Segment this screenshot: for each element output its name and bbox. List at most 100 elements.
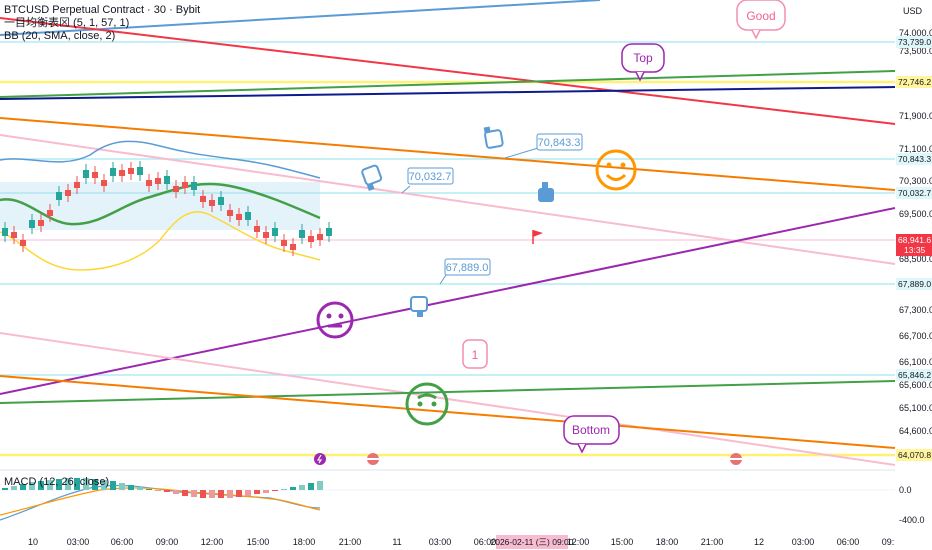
candle-body (308, 236, 314, 242)
thumbs-down-icon[interactable] (483, 125, 504, 149)
candle-body (74, 182, 80, 188)
candle-body (254, 226, 260, 232)
bollinger-bands (0, 140, 321, 271)
navy-trendline (0, 86, 896, 100)
candle-body (164, 176, 170, 184)
time-tick: 06:00 (474, 537, 497, 547)
price-label: 65,846.2 (898, 370, 931, 380)
candle-body (218, 197, 224, 205)
price-tick: 74,000.0 (899, 28, 932, 38)
orange-trendline-bottom (0, 375, 896, 449)
macd-bar (29, 482, 35, 490)
chart-legend: BTCUSD Perpetual Contract · 30 · Bybit 一… (4, 4, 200, 43)
symbol-title[interactable]: BTCUSD Perpetual Contract · 30 · Bybit (4, 4, 201, 16)
indicator-bb[interactable]: BB (20, SMA, close, 2) (4, 30, 116, 42)
thumbs-up-icon[interactable] (538, 182, 554, 202)
candle-body (236, 214, 242, 220)
smiley-happy-icon[interactable] (595, 149, 637, 191)
time-axis[interactable]: 10 03:00 06:00 09:00 12:00 15:00 18:00 21:00 11 0… (28, 535, 894, 549)
price-label: 70,032.7 (898, 188, 931, 198)
macd-bar (281, 489, 287, 490)
callout-70032[interactable]: 70,032.7 (401, 167, 454, 194)
candle-body (20, 240, 26, 246)
candle-body (200, 196, 206, 202)
us-flag-icon[interactable] (730, 453, 742, 465)
candles (2, 161, 332, 256)
price-label-bg (896, 187, 932, 199)
trend-lines[interactable] (0, 0, 896, 466)
smiley-neutral-icon[interactable] (316, 301, 354, 339)
candle-body (119, 170, 125, 176)
time-tick: 03:00 (67, 537, 90, 547)
candle-body (101, 180, 107, 186)
thumbs-up-icon[interactable] (410, 296, 428, 317)
candle-body (155, 178, 161, 184)
price-label-bg (896, 76, 932, 88)
candle-body (146, 180, 152, 186)
price-axis[interactable]: USD 74,000.0 73,500.0 71,900.0 71,100.0 70,30… (896, 6, 932, 525)
price-tick: 71,900.0 (899, 111, 932, 121)
macd-bar (263, 490, 269, 493)
macd-bar (218, 490, 224, 498)
green-trendline-top (0, 70, 896, 98)
callout-70843[interactable]: 70,843.3 (504, 133, 583, 159)
macd-bar (299, 485, 305, 490)
callout-67889[interactable]: 67,889.0 (439, 258, 491, 285)
candle-body (11, 232, 17, 238)
macd-bar (155, 490, 161, 491)
callout-label: 67,889.0 (446, 262, 489, 274)
top-label: Top (633, 51, 653, 65)
candle-body (38, 220, 44, 226)
price-tick: 64,600.0 (899, 426, 932, 436)
time-tick: 15:00 (247, 537, 270, 547)
good-bubble[interactable]: Good (736, 0, 786, 40)
macd-bar (254, 490, 260, 494)
candle-body (173, 186, 179, 192)
price-tick: 68,500.0 (899, 254, 932, 264)
top-bubble[interactable]: Top (621, 43, 665, 82)
candle-body (209, 200, 215, 206)
candle-body (2, 228, 8, 236)
macd-bar (119, 483, 125, 490)
thumbs-down-icon[interactable] (361, 164, 384, 191)
lightning-icon[interactable] (314, 453, 326, 465)
macd-legend[interactable]: MACD (12, 26, close) (4, 476, 110, 488)
good-label: Good (746, 9, 775, 23)
macd-bar (173, 490, 179, 494)
candle-body (47, 210, 53, 216)
price-label-bg (896, 369, 932, 381)
one-bubble[interactable]: 1 (462, 339, 488, 369)
time-tick: 06:00 (111, 537, 134, 547)
purple-trendline (0, 207, 896, 395)
candle-body (56, 192, 62, 200)
candle-body (326, 228, 332, 236)
callout-label: 70,032.7 (409, 171, 452, 183)
macd-bar (245, 490, 251, 496)
price-tick: 71,100.0 (899, 144, 932, 154)
macd-bar (146, 489, 152, 490)
time-tick: 18:00 (656, 537, 679, 547)
macd-bar (83, 478, 89, 490)
bottom-bubble[interactable]: Bottom (563, 415, 620, 454)
macd-bar (2, 488, 8, 490)
macd-bar (110, 481, 116, 490)
macd-bar (74, 478, 80, 490)
time-tick: 06:00 (837, 537, 860, 547)
price-axis-bg (895, 0, 932, 530)
macd-bar (200, 490, 206, 498)
flag-icon[interactable] (532, 230, 543, 244)
smiley-sad-icon[interactable] (405, 382, 449, 426)
time-tick: 03:00 (792, 537, 815, 547)
macd-pane (0, 478, 895, 521)
macd-bar (65, 478, 71, 490)
price-tick: 66,700.0 (899, 331, 932, 341)
time-tick: 09:00 (156, 537, 179, 547)
us-flag-icon[interactable] (367, 453, 379, 465)
indicator-ichimoku[interactable]: 一目均衡表⊠ (5, 1, 57, 1) (4, 17, 130, 29)
macd-bar (56, 479, 62, 490)
time-tick: 21:00 (701, 537, 724, 547)
macd-bar (11, 486, 17, 490)
price-tick: 65,600.0 (899, 380, 932, 390)
price-label: 67,889.0 (898, 279, 931, 289)
